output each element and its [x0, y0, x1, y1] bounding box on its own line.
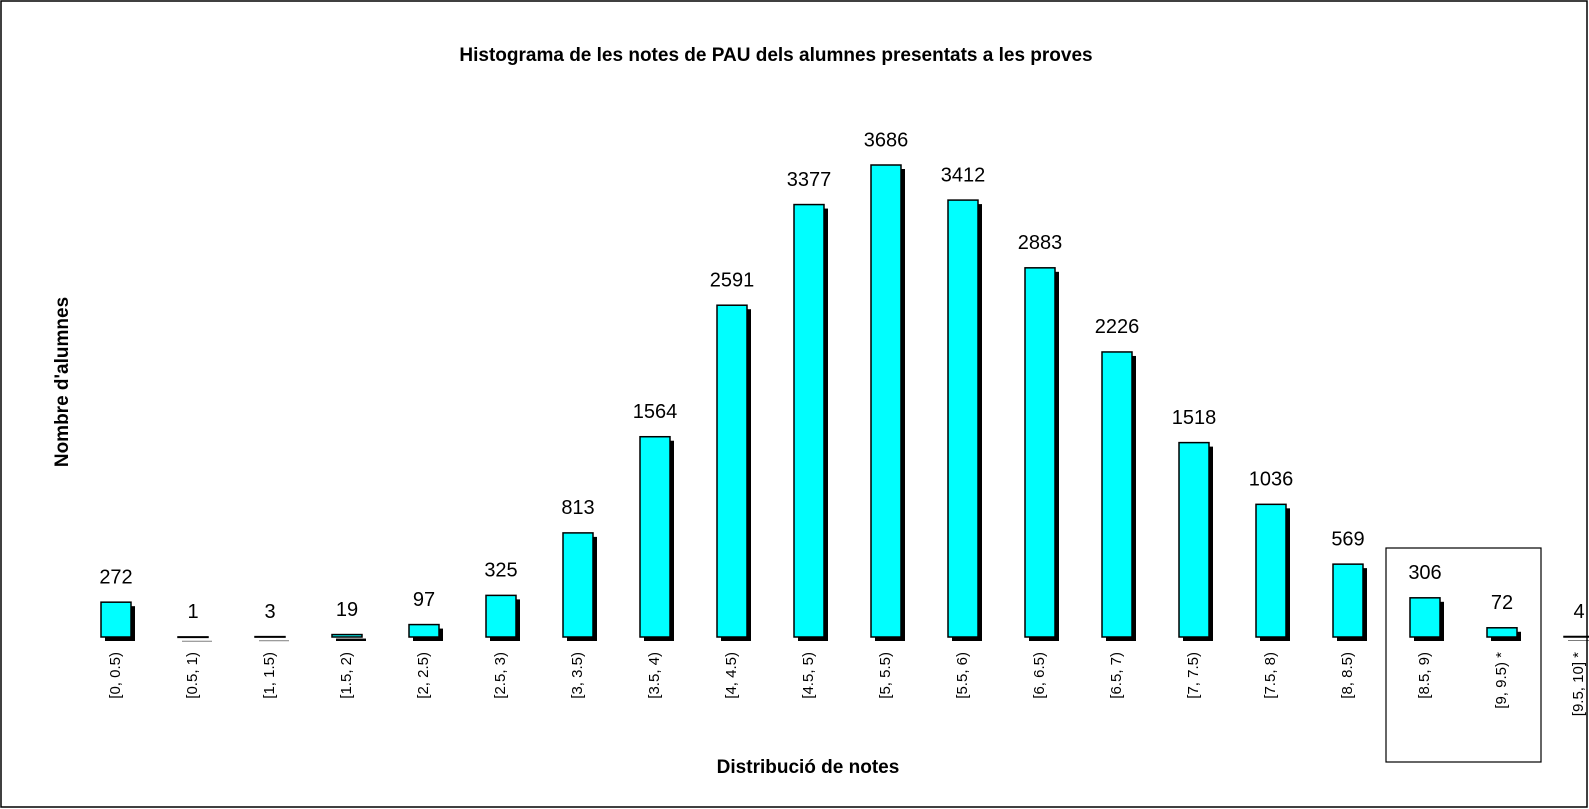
- x-axis-label: Distribució de notes: [717, 757, 900, 778]
- bar-shadow: [336, 638, 366, 641]
- value-label: 1036: [1249, 469, 1294, 491]
- bar: [1101, 351, 1133, 638]
- y-axis-label: Nombre d'alumnes: [52, 297, 73, 467]
- x-tick-label: [7, 7.5): [1185, 652, 1202, 699]
- bar-shadow: [182, 640, 212, 642]
- bar: [1332, 563, 1364, 638]
- bar: [408, 623, 440, 638]
- value-label: 2226: [1095, 316, 1140, 338]
- x-tick-label: [0, 0.5): [107, 652, 124, 699]
- highlight-box: [1385, 547, 1542, 763]
- x-tick-label: [4.5, 5): [800, 652, 817, 699]
- x-tick-label: [8, 8.5): [1339, 652, 1356, 699]
- value-label: 3686: [864, 129, 909, 151]
- x-tick-label: [8.5, 9): [1416, 652, 1433, 699]
- bar: [1178, 441, 1210, 638]
- bar: [331, 633, 363, 638]
- bar: [1255, 503, 1287, 638]
- bar: [1486, 627, 1518, 638]
- value-label: 3412: [941, 164, 986, 186]
- value-label: 1518: [1172, 407, 1217, 429]
- x-tick-label: [4, 4.5): [723, 652, 740, 699]
- x-tick-label: [5.5, 6): [954, 652, 971, 699]
- value-label: 97: [413, 589, 435, 611]
- value-label: 2883: [1018, 232, 1063, 254]
- bar: [639, 435, 671, 638]
- value-label: 272: [99, 566, 132, 588]
- value-label: 72: [1491, 592, 1513, 614]
- bar: [485, 594, 517, 638]
- bar-shadow: [259, 640, 289, 642]
- bar: [562, 532, 594, 638]
- bar: [254, 635, 286, 638]
- bar: [716, 304, 748, 638]
- value-label: 2591: [710, 269, 755, 291]
- bar: [1563, 635, 1589, 638]
- x-tick-label: [6.5, 7): [1108, 652, 1125, 699]
- x-tick-label: [2, 2.5): [415, 652, 432, 699]
- bar-shadow: [1568, 640, 1589, 641]
- bar: [1409, 597, 1441, 638]
- x-tick-label: [2.5, 3): [492, 652, 509, 699]
- x-tick-label: [1.5, 2): [338, 652, 355, 699]
- x-tick-label: [6, 6.5): [1031, 652, 1048, 699]
- bar: [793, 203, 825, 638]
- value-label: 3377: [787, 169, 832, 191]
- bar: [1024, 267, 1056, 638]
- x-tick-label: [3.5, 4): [646, 652, 663, 699]
- value-label: 19: [336, 599, 358, 621]
- x-tick-label: [1, 1.5): [261, 652, 278, 699]
- value-label: 4: [1573, 601, 1584, 623]
- x-tick-label: [0.5, 1): [184, 652, 201, 699]
- x-tick-label: [9.5, 10] *: [1570, 652, 1587, 716]
- bar: [177, 636, 209, 639]
- bar: [870, 164, 902, 638]
- value-label: 813: [561, 497, 594, 519]
- value-label: 325: [484, 560, 517, 582]
- x-tick-label: [5, 5.5): [877, 652, 894, 699]
- chart-title: Histograma de les notes de PAU dels alum…: [459, 45, 1092, 66]
- value-label: 1: [187, 601, 198, 623]
- value-label: 1564: [633, 401, 678, 423]
- x-tick-label: [3, 3.5): [569, 652, 586, 699]
- value-label: 3: [264, 601, 275, 623]
- bar: [947, 199, 979, 638]
- x-tick-label: [9, 9.5) *: [1493, 652, 1510, 709]
- value-label: 306: [1408, 562, 1441, 584]
- x-tick-label: [7.5, 8): [1262, 652, 1279, 699]
- bar: [100, 601, 132, 638]
- value-label: 569: [1331, 528, 1364, 550]
